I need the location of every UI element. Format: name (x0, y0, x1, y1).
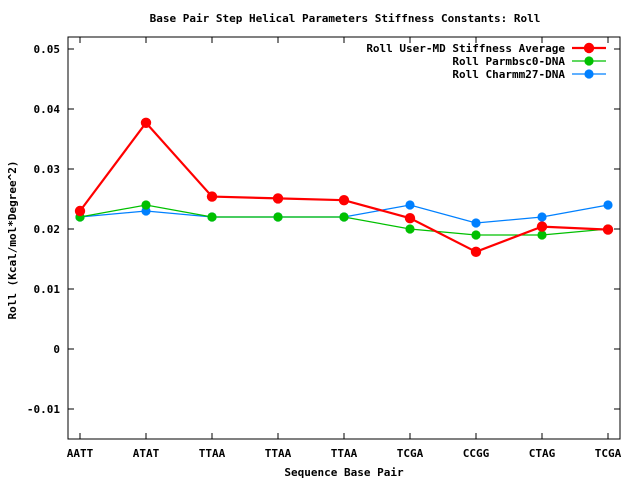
x-axis: AATT ATAT TTAA TTAA TTAA TCGA CCGG CTAG TCGA (67, 37, 622, 460)
data-point (603, 200, 613, 210)
chart-title: Base Pair Step Helical Parameters Stiffn… (150, 12, 541, 25)
x-tick-label: ATAT (133, 447, 160, 460)
data-point (405, 224, 415, 234)
data-point (471, 218, 481, 228)
x-tick-label: TTAA (199, 447, 226, 460)
legend-item: Roll Parmbsc0-DNA (452, 55, 606, 68)
data-point (602, 224, 614, 235)
data-point (140, 117, 152, 128)
series-user-md (74, 117, 614, 257)
x-tick-label: TTAA (331, 447, 358, 460)
legend-marker (583, 42, 595, 54)
legend-marker (584, 69, 594, 79)
legend-label: Roll Charmm27-DNA (452, 68, 565, 81)
data-point (537, 212, 547, 222)
data-point (141, 200, 151, 210)
series-parmbsc0 (75, 200, 613, 240)
data-point (272, 193, 284, 204)
data-point (405, 200, 415, 210)
x-tick-label: TTAA (265, 447, 292, 460)
legend-label: Roll Parmbsc0-DNA (452, 55, 565, 68)
data-point (206, 191, 218, 202)
y-tick-label: -0.01 (27, 403, 60, 416)
y-axis: -0.01 0 0.01 0.02 0.03 0.04 0.05 (27, 43, 620, 416)
x-tick-label: TCGA (397, 447, 424, 460)
y-tick-label: 0.01 (34, 283, 61, 296)
x-axis-label: Sequence Base Pair (284, 466, 404, 479)
data-point (537, 230, 547, 240)
x-tick-label: CTAG (529, 447, 556, 460)
data-point (338, 195, 350, 206)
data-point (536, 221, 548, 232)
data-point (74, 205, 86, 217)
legend-label: Roll User-MD Stiffness Average (366, 42, 565, 55)
y-tick-label: 0.04 (34, 103, 61, 116)
series-line (79, 121, 609, 254)
x-tick-label: AATT (67, 447, 94, 460)
data-point (207, 212, 217, 222)
data-point (273, 212, 283, 222)
y-tick-label: 0.03 (34, 163, 61, 176)
x-tick-label: CCGG (463, 447, 490, 460)
data-point (471, 230, 481, 240)
series-layer (74, 117, 614, 257)
legend-item: Roll User-MD Stiffness Average (366, 42, 606, 55)
data-point (339, 212, 349, 222)
legend-marker (584, 56, 594, 66)
x-tick-label: TCGA (595, 447, 622, 460)
legend-item: Roll Charmm27-DNA (452, 68, 606, 81)
data-point (470, 246, 482, 257)
y-tick-label: 0.02 (34, 223, 61, 236)
plot-frame (67, 36, 621, 440)
data-point (404, 213, 416, 224)
y-tick-label: 0 (53, 343, 60, 356)
y-axis-label: Roll (Kcal/mol*Degree^2) (6, 161, 19, 320)
y-tick-label: 0.05 (34, 43, 61, 56)
